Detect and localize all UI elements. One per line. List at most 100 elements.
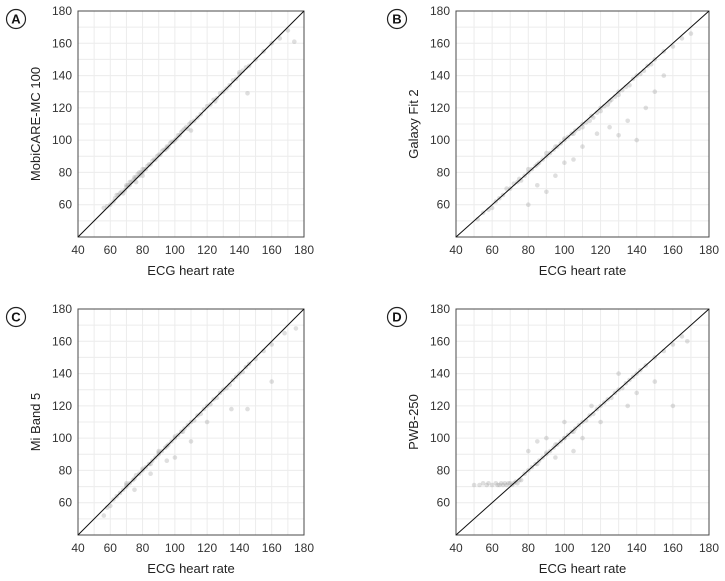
data-point — [137, 170, 142, 175]
data-point — [535, 439, 540, 444]
y-axis-title: MobiCARE-MC 100 — [28, 67, 43, 181]
data-point — [498, 481, 504, 486]
data-point — [652, 89, 658, 94]
data-point — [643, 105, 649, 111]
data-point — [114, 192, 119, 198]
data-point — [652, 379, 658, 384]
x-tick-label: 120 — [591, 243, 611, 257]
data-point — [156, 448, 161, 454]
data-point — [471, 482, 477, 488]
identity-line — [77, 10, 305, 238]
panel-b: 40 60 80 100 120 140 160 180 60 80 100 120 140 160 180… — [386, 4, 719, 278]
y-tick-label: 100 — [52, 431, 72, 445]
x-axis-title: ECG heart rate — [539, 561, 626, 576]
data-point — [277, 36, 283, 41]
data-point — [269, 342, 275, 347]
data-point — [661, 73, 667, 78]
data-point — [685, 339, 690, 344]
data-point — [688, 31, 694, 36]
data-point — [679, 36, 685, 41]
panel-d: 40 60 80 100 120 140 160 180 60 80 100 120 140 160 180… — [386, 302, 719, 576]
x-tick-label: 60 — [485, 243, 499, 257]
data-point — [124, 183, 129, 188]
data-point — [237, 70, 242, 75]
data-point — [634, 390, 639, 396]
x-tick-label: 180 — [699, 243, 719, 257]
data-point — [489, 205, 495, 211]
x-tick-label: 140 — [229, 243, 249, 257]
data-point — [589, 403, 594, 409]
x-tick-label: 100 — [165, 243, 185, 257]
data-point — [269, 379, 275, 384]
x-tick-label: 40 — [71, 541, 85, 555]
identity-line — [455, 308, 710, 536]
panel-letter: D — [392, 310, 401, 325]
data-point — [553, 173, 558, 178]
data-point — [562, 160, 567, 165]
data-point — [571, 448, 576, 454]
plot-frame — [455, 308, 710, 536]
data-point — [495, 482, 500, 488]
x-axis-title: ECG heart rate — [147, 561, 234, 576]
x-tick-label: 160 — [663, 243, 683, 257]
y-tick-label: 140 — [52, 69, 72, 83]
data-point — [616, 371, 621, 376]
y-tick-label: 180 — [430, 302, 450, 316]
data-point — [598, 419, 603, 425]
data-point — [625, 403, 630, 409]
x-tick-label: 120 — [197, 243, 217, 257]
data-point — [140, 166, 145, 172]
x-tick-label: 160 — [663, 541, 683, 555]
y-tick-label: 180 — [52, 4, 72, 18]
data-point — [108, 503, 113, 509]
x-tick-label: 80 — [522, 541, 536, 555]
data-point — [132, 175, 137, 180]
data-point — [245, 406, 250, 412]
data-point — [544, 189, 549, 195]
data-point — [580, 435, 585, 441]
data-point — [477, 482, 482, 488]
data-point — [515, 481, 520, 486]
identity-line — [455, 10, 710, 238]
y-tick-label: 180 — [52, 302, 72, 316]
data-point — [101, 513, 107, 518]
plot-frame — [77, 308, 305, 536]
data-point — [507, 481, 513, 486]
y-tick-label: 100 — [430, 133, 450, 147]
x-tick-label: 40 — [449, 243, 463, 257]
data-point — [679, 334, 685, 339]
data-point — [172, 455, 178, 460]
data-point — [580, 124, 585, 130]
data-point — [518, 477, 524, 483]
y-axis-title: PWB-250 — [406, 394, 421, 450]
x-tick-label: 180 — [294, 243, 314, 257]
data-point — [625, 118, 630, 124]
x-axis-title: ECG heart rate — [147, 263, 234, 278]
plot-frame — [77, 10, 305, 238]
data-point — [544, 150, 549, 156]
y-tick-label: 160 — [52, 334, 72, 348]
data-point — [497, 482, 502, 488]
data-point — [164, 458, 170, 464]
data-point — [245, 91, 250, 96]
data-point — [670, 44, 676, 49]
x-tick-label: 100 — [554, 243, 574, 257]
y-tick-label: 140 — [430, 69, 450, 83]
data-point — [293, 326, 299, 331]
panel-c: 40 60 80 100 120 140 160 180 60 80 100 120 140 160 180… — [5, 302, 314, 576]
data-point — [607, 124, 612, 130]
y-tick-label: 140 — [430, 367, 450, 381]
y-tick-label: 80 — [59, 165, 73, 179]
x-tick-label: 140 — [627, 541, 647, 555]
data-point — [292, 39, 297, 44]
y-tick-label: 60 — [437, 198, 451, 212]
data-point — [616, 92, 621, 98]
y-tick-label: 120 — [430, 399, 450, 413]
y-tick-label: 180 — [430, 4, 450, 18]
data-point — [188, 439, 194, 444]
x-tick-label: 180 — [699, 541, 719, 555]
data-point — [580, 144, 585, 149]
x-tick-label: 80 — [522, 243, 536, 257]
y-axis-title: Galaxy Fit 2 — [406, 89, 421, 158]
y-tick-label: 160 — [52, 36, 72, 50]
